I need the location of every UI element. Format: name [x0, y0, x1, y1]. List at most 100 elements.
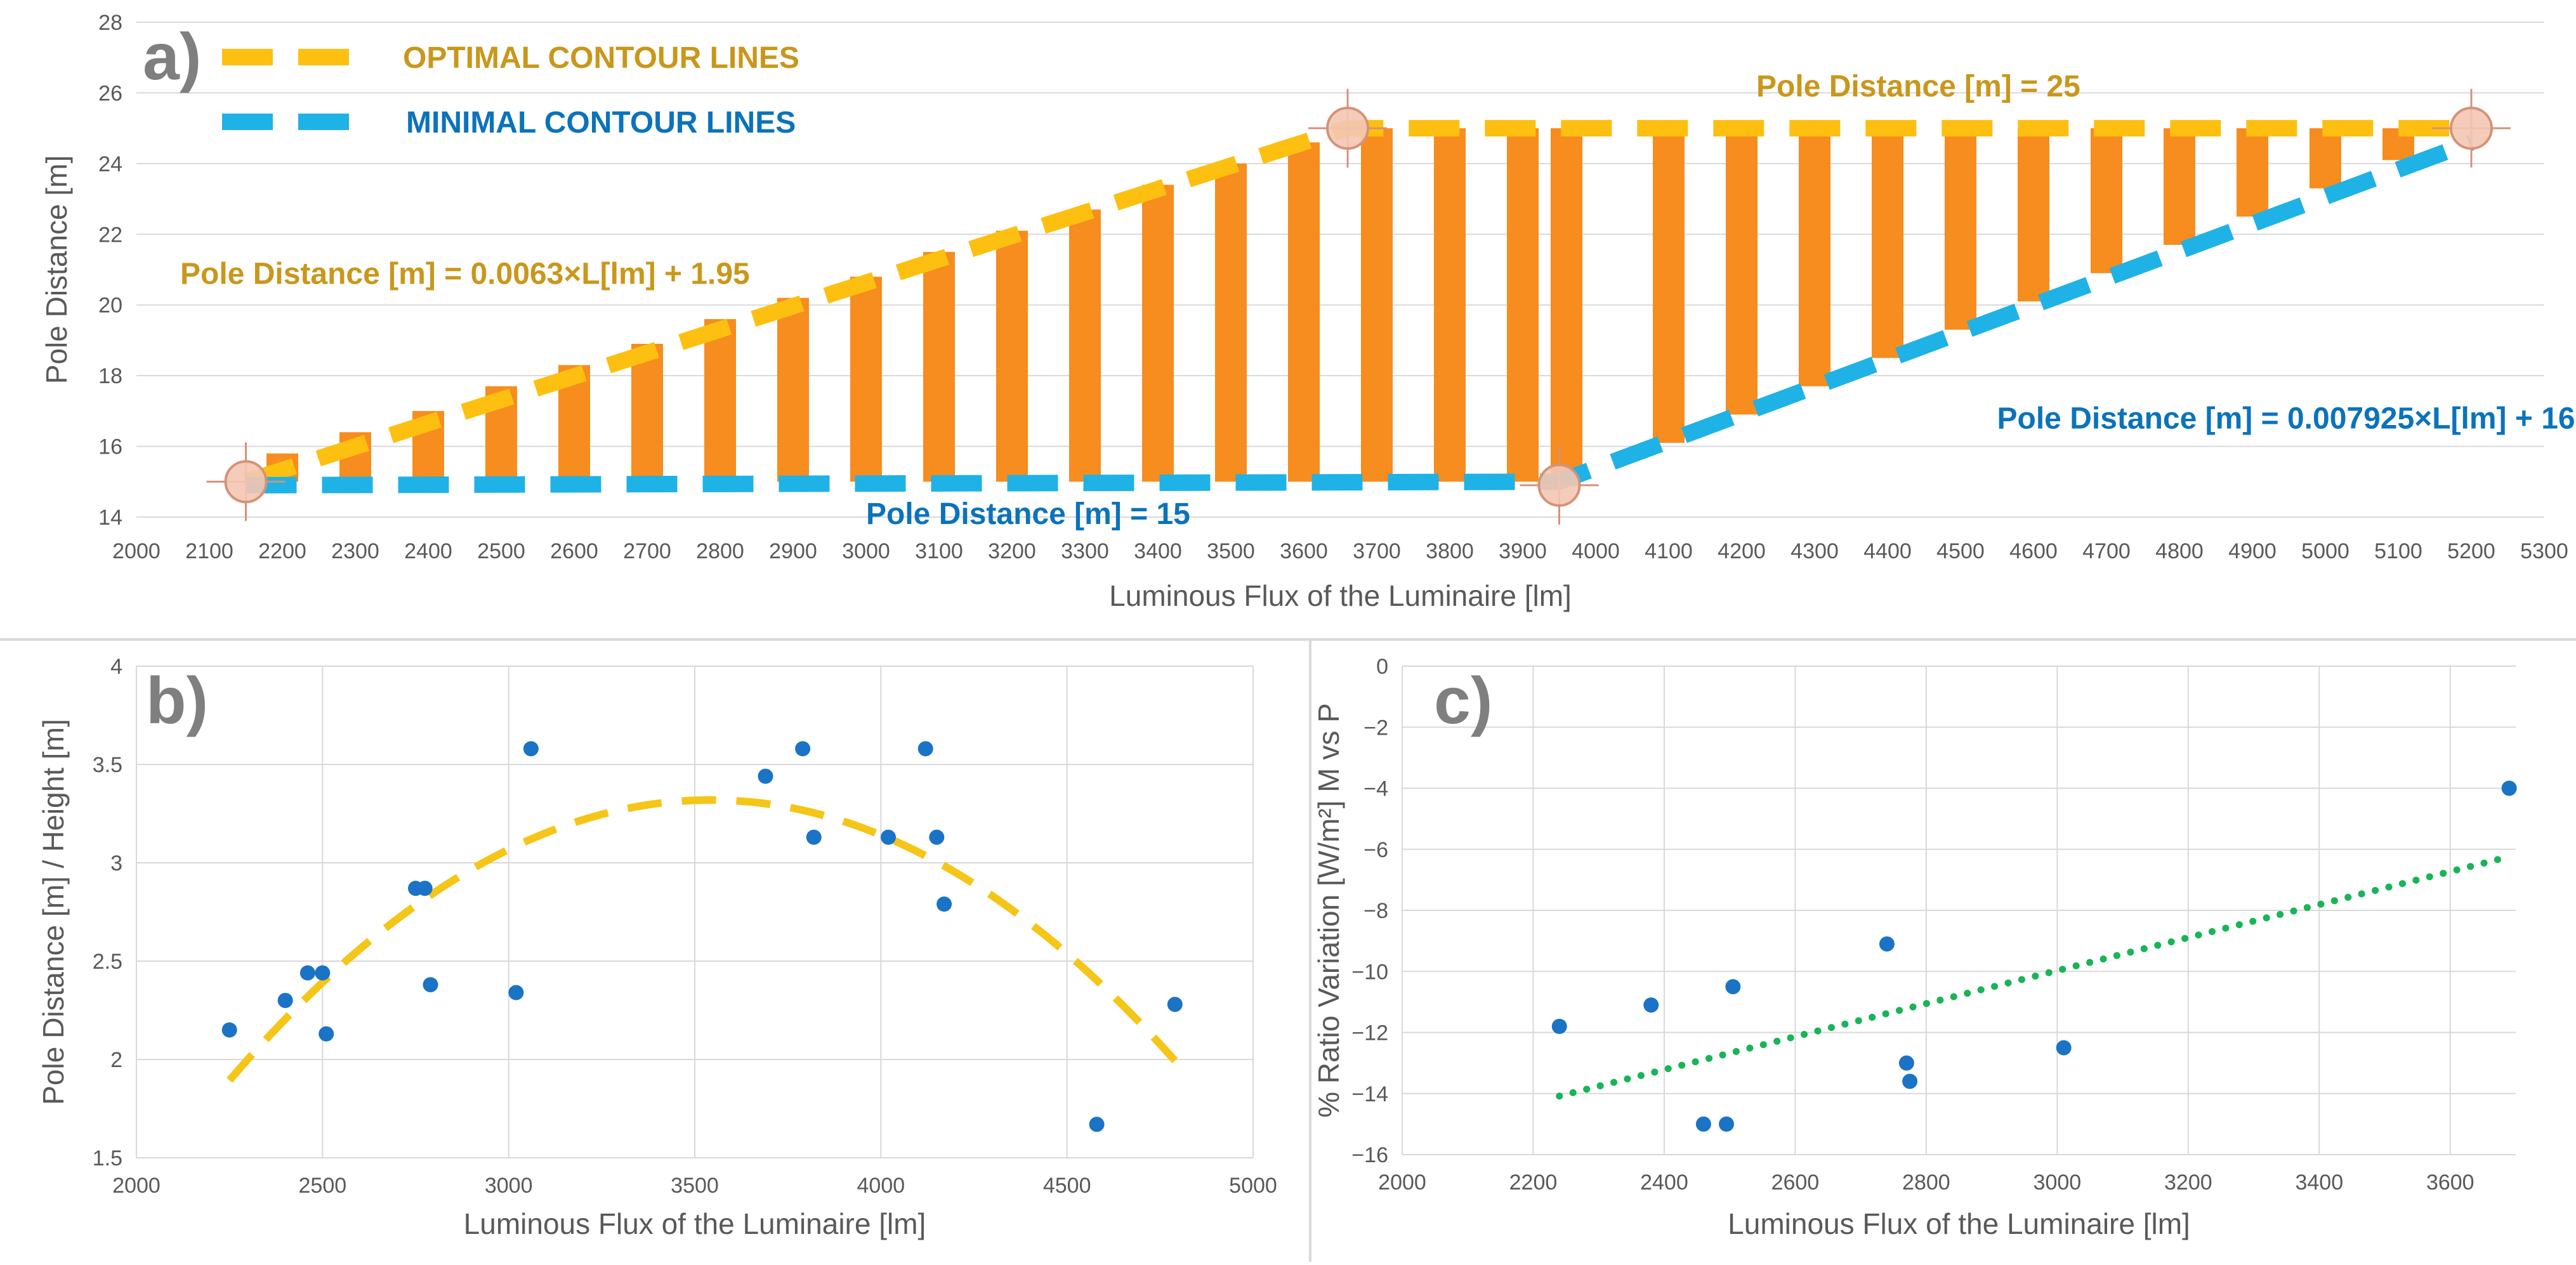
data-point [1879, 936, 1895, 952]
y-tick-label: −12 [1351, 1021, 1388, 1045]
legend-label: MINIMAL CONTOUR LINES [406, 106, 796, 140]
x-tick-label: 2000 [112, 539, 161, 563]
panel-label: b) [146, 664, 208, 738]
data-point [1643, 997, 1659, 1013]
x-tick-label: 2000 [112, 1174, 161, 1198]
data-point [1696, 1117, 1711, 1132]
x-tick-label: 3600 [2426, 1170, 2474, 1195]
x-tick-label: 2800 [1902, 1170, 1950, 1195]
y-tick-label: 2 [110, 1048, 122, 1072]
data-point [1725, 979, 1740, 994]
x-tick-label: 4700 [2082, 539, 2131, 563]
bar [1434, 128, 1466, 482]
x-tick-label: 3500 [671, 1174, 719, 1198]
bar [1551, 128, 1582, 482]
y-tick-label: 20 [98, 294, 122, 318]
x-tick-label: 4500 [1936, 539, 1985, 563]
intersection-marker [2451, 108, 2492, 148]
data-point [929, 830, 944, 845]
y-tick-label: 22 [98, 223, 122, 247]
x-tick-label: 2200 [1509, 1170, 1558, 1195]
y-tick-label: 4 [110, 655, 122, 679]
bar [704, 319, 736, 482]
data-point [523, 741, 539, 756]
bar [1069, 209, 1101, 482]
intersection-marker [226, 461, 266, 502]
y-tick-label: 0 [1376, 655, 1388, 679]
data-point [1089, 1117, 1105, 1132]
intersection-marker [1327, 108, 1368, 148]
y-tick-label: −8 [1364, 899, 1388, 923]
y-tick-label: 3.5 [93, 753, 122, 777]
x-tick-label: 3800 [1426, 539, 1474, 563]
x-tick-label: 2100 [185, 539, 233, 563]
x-tick-label: 2400 [1640, 1170, 1688, 1195]
y-tick-label: 3 [110, 851, 122, 875]
panel-label: c) [1434, 664, 1492, 738]
bar [1872, 128, 1903, 358]
x-tick-label: 3000 [485, 1174, 533, 1198]
x-tick-label: 3100 [915, 539, 963, 563]
x-tick-label: 4600 [2009, 539, 2058, 563]
data-point [508, 985, 523, 1000]
x-tick-label: 5000 [2301, 539, 2349, 563]
x-tick-label: 3500 [1207, 539, 1255, 563]
x-tick-label: 3200 [2164, 1170, 2212, 1195]
data-point [278, 993, 293, 1008]
x-tick-label: 2300 [331, 539, 379, 563]
bar [923, 252, 955, 482]
y-tick-label: −16 [1351, 1143, 1388, 1167]
bar [1945, 128, 1976, 330]
data-point [417, 881, 433, 896]
y-axis-title: % Ratio Variation [W/m²] M vs P [1312, 703, 1345, 1118]
equation-annotation: Pole Distance [m] = 25 [1756, 70, 2080, 103]
data-point [1902, 1074, 1917, 1089]
x-tick-label: 3300 [1061, 539, 1109, 563]
x-tick-label: 2000 [1378, 1170, 1426, 1195]
data-point [936, 896, 952, 912]
y-tick-label: 16 [98, 435, 122, 459]
polynomial-trendline [230, 800, 1175, 1080]
legend-label: OPTIMAL CONTOUR LINES [403, 41, 799, 75]
y-tick-label: 1.5 [93, 1146, 122, 1170]
data-point [1552, 1019, 1567, 1034]
x-tick-label: 2400 [404, 539, 452, 563]
x-tick-label: 2600 [550, 539, 598, 563]
data-point [222, 1023, 237, 1038]
y-tick-label: 14 [98, 506, 122, 530]
x-tick-label: 5300 [2520, 539, 2568, 563]
data-point [1719, 1117, 1734, 1132]
y-tick-label: −14 [1351, 1082, 1388, 1106]
equation-annotation: Pole Distance [m] = 0.0063×L[lm] + 1.95 [180, 257, 750, 291]
x-tick-label: 2900 [769, 539, 817, 563]
data-point [2502, 781, 2517, 796]
x-tick-label: 4800 [2155, 539, 2204, 563]
bar [2164, 128, 2195, 245]
x-tick-label: 4900 [2228, 539, 2277, 563]
x-tick-label: 3400 [1134, 539, 1182, 563]
bar [996, 231, 1028, 482]
y-tick-label: −6 [1364, 838, 1388, 862]
x-tick-label: 3400 [2295, 1170, 2343, 1195]
x-tick-label: 3700 [1353, 539, 1401, 563]
bar [1215, 164, 1247, 482]
data-point [806, 830, 822, 845]
x-axis-title: Luminous Flux of the Luminaire [lm] [464, 1207, 926, 1240]
data-point [1167, 997, 1183, 1012]
equation-annotation: Pole Distance [m] = 15 [866, 497, 1190, 531]
linear-trendline [1560, 856, 2509, 1096]
y-axis-title: Pole Distance [m] [40, 155, 73, 384]
x-tick-label: 5100 [2374, 539, 2422, 563]
x-axis-title: Luminous Flux of the Luminaire [lm] [1109, 579, 1572, 612]
bar [777, 298, 809, 482]
x-tick-label: 3000 [2034, 1170, 2082, 1195]
x-tick-label: 2600 [1771, 1170, 1820, 1195]
bar [1288, 142, 1320, 482]
data-point [2056, 1040, 2072, 1056]
bar [1799, 128, 1830, 386]
data-point [881, 830, 896, 845]
x-tick-label: 4000 [1572, 539, 1620, 563]
